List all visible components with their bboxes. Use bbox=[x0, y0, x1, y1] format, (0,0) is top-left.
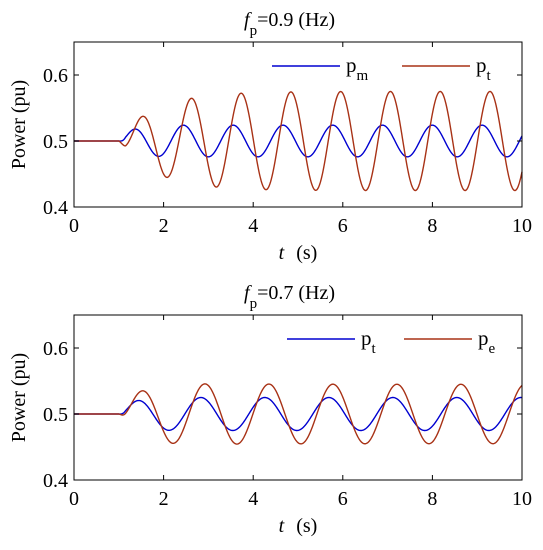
title-value: =0.9 (Hz) bbox=[257, 9, 335, 31]
y-tick-label: 0.6 bbox=[43, 65, 68, 87]
x-tick-label: 4 bbox=[248, 215, 258, 237]
x-tick-label: 0 bbox=[69, 488, 79, 510]
plot-frame bbox=[73, 314, 523, 481]
x-axis-symbol: t bbox=[279, 242, 285, 264]
y-tick-label: 0.6 bbox=[43, 338, 68, 360]
x-tick-label: 0 bbox=[69, 215, 79, 237]
x-tick-label: 2 bbox=[159, 488, 169, 510]
title-subscript: p bbox=[250, 296, 258, 312]
title-symbol: f bbox=[244, 9, 252, 31]
legend-label-base: p bbox=[478, 326, 489, 350]
x-tick-label: 6 bbox=[338, 215, 348, 237]
series-line-2 bbox=[74, 90, 523, 192]
chart-title: fp=0.9 (Hz) bbox=[244, 9, 335, 39]
y-tick-label: 0.5 bbox=[43, 131, 68, 153]
x-tick-label: 2 bbox=[159, 215, 169, 237]
plot-frame bbox=[73, 41, 523, 208]
title-symbol: f bbox=[244, 282, 252, 304]
legend-label-base: p bbox=[346, 53, 357, 77]
x-axis-label: t (s) bbox=[279, 242, 318, 264]
legend-label-sub: t bbox=[487, 68, 492, 84]
legend-label-base: p bbox=[476, 53, 487, 77]
legend-label-1: pt bbox=[361, 326, 377, 357]
y-tick-label: 0.4 bbox=[43, 470, 68, 492]
legend-label-sub: e bbox=[489, 341, 496, 357]
y-axis-label: Power (pu) bbox=[8, 80, 30, 169]
x-tick-label: 8 bbox=[427, 215, 437, 237]
legend-label-1: pm bbox=[346, 53, 369, 84]
x-tick-label: 10 bbox=[512, 215, 532, 237]
x-axis-symbol: t bbox=[279, 515, 285, 537]
series-line-1 bbox=[74, 396, 523, 432]
title-subscript: p bbox=[250, 23, 258, 39]
x-tick-label: 6 bbox=[338, 488, 348, 510]
legend-label-base: p bbox=[361, 326, 372, 350]
x-axis-unit: (s) bbox=[296, 242, 317, 264]
legend-label-sub: t bbox=[372, 341, 377, 357]
chart-title: fp=0.7 (Hz) bbox=[244, 282, 335, 312]
legend-label-2: pe bbox=[478, 326, 496, 357]
title-value: =0.7 (Hz) bbox=[257, 282, 335, 304]
x-axis-label: t (s) bbox=[279, 515, 318, 537]
x-tick-label: 8 bbox=[427, 488, 437, 510]
y-axis-label: Power (pu) bbox=[8, 353, 30, 442]
legend-label-2: pt bbox=[476, 53, 492, 84]
series-line-2 bbox=[74, 383, 523, 445]
x-axis-unit: (s) bbox=[296, 515, 317, 537]
series-line-1 bbox=[74, 124, 523, 158]
y-tick-label: 0.4 bbox=[43, 197, 68, 219]
x-tick-label: 10 bbox=[512, 488, 532, 510]
x-tick-label: 4 bbox=[248, 488, 258, 510]
legend-label-sub: m bbox=[357, 68, 369, 84]
y-tick-label: 0.5 bbox=[43, 404, 68, 426]
